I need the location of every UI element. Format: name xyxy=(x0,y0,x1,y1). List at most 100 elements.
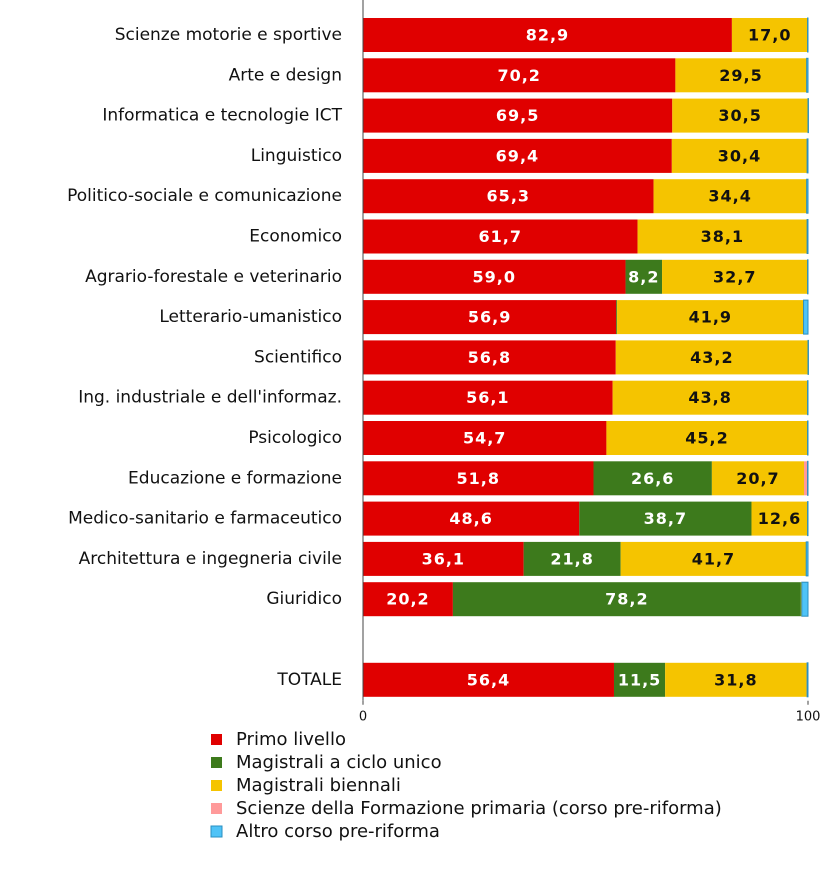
value-label: 12,6 xyxy=(758,509,801,528)
bar-segment xyxy=(751,501,808,536)
bar-segment xyxy=(363,219,638,254)
x-tick-label: 100 xyxy=(796,709,821,724)
bar-segment xyxy=(363,541,524,576)
value-label: 20,7 xyxy=(736,469,779,488)
legend-label: Primo livello xyxy=(236,729,346,750)
category-label: Agrario-forestale e veterinario xyxy=(85,267,342,287)
legend-label: Scienze della Formazione primaria (corso… xyxy=(236,798,722,819)
bar-segment xyxy=(675,58,807,93)
bar-segment xyxy=(363,501,580,536)
category-label: Informatica e tecnologie ICT xyxy=(102,106,342,126)
bar-segment xyxy=(612,380,808,415)
value-label: 56,8 xyxy=(468,348,511,367)
category-label: Scientifico xyxy=(254,347,342,367)
bar-segment xyxy=(803,461,808,496)
bar-segment xyxy=(363,582,453,617)
value-label: 20,2 xyxy=(386,590,429,609)
bar-segment xyxy=(806,178,809,214)
value-label: 43,8 xyxy=(688,388,731,407)
bar-segment xyxy=(617,300,804,335)
bar-segment xyxy=(606,421,808,455)
bar-segment xyxy=(363,138,672,173)
value-label: 41,9 xyxy=(689,308,732,327)
value-label: 61,7 xyxy=(479,227,522,246)
bar-segment xyxy=(363,179,654,214)
value-label: 69,5 xyxy=(496,106,539,125)
bar-segment xyxy=(637,219,808,254)
bar-segment xyxy=(711,461,804,496)
bar-segment xyxy=(625,259,663,294)
value-label: 54,7 xyxy=(463,429,506,448)
legend-swatch xyxy=(211,757,222,768)
legend-label: Magistrali a ciclo unico xyxy=(236,752,442,773)
legend-swatch xyxy=(210,825,223,838)
bar-segment xyxy=(806,662,809,698)
value-label: 30,4 xyxy=(718,146,761,165)
value-label: 56,4 xyxy=(467,670,510,689)
bar-segment xyxy=(363,340,616,375)
value-label: 56,1 xyxy=(466,388,509,407)
category-label: Giuridico xyxy=(266,589,342,609)
bar-segment xyxy=(803,299,809,335)
value-label: 82,9 xyxy=(526,26,569,45)
bar-segment xyxy=(363,421,607,455)
bar-segment xyxy=(616,300,618,335)
bar-segment xyxy=(671,138,808,173)
bar-segment xyxy=(613,662,666,697)
category-label: Psicologico xyxy=(248,428,342,448)
value-label: 26,6 xyxy=(631,469,674,488)
bar-segment xyxy=(672,98,808,133)
category-label: Medico-sanitario e farmaceutico xyxy=(68,509,342,529)
category-label: Ing. industriale e dell'informaz. xyxy=(78,388,342,408)
bar-segment xyxy=(615,340,808,375)
category-label: Arte e design xyxy=(229,65,342,85)
bar-segment xyxy=(363,380,613,415)
bar-segment xyxy=(363,18,732,52)
value-label: 29,5 xyxy=(719,66,762,85)
bar-segment xyxy=(801,581,809,617)
bar-segment xyxy=(452,582,801,617)
category-label: Scienze motorie e sportive xyxy=(115,25,342,45)
value-label: 70,2 xyxy=(497,66,540,85)
bar-segment xyxy=(523,541,621,576)
legend-swatch xyxy=(211,780,222,791)
legend-label: Altro corso pre-riforma xyxy=(236,821,440,842)
bar-segment xyxy=(363,259,626,294)
value-label: 34,4 xyxy=(708,187,751,206)
category-label: Educazione e formazione xyxy=(128,468,342,488)
value-label: 32,7 xyxy=(713,267,756,286)
value-label: 8,2 xyxy=(628,267,659,286)
category-label: Linguistico xyxy=(251,146,342,166)
value-label: 43,2 xyxy=(690,348,733,367)
value-label: 11,5 xyxy=(618,670,661,689)
category-label: Letterario-umanistico xyxy=(159,307,342,327)
value-label: 17,0 xyxy=(748,26,791,45)
bar-segment xyxy=(363,98,673,133)
legend-swatch xyxy=(211,803,222,814)
bar-segment xyxy=(806,138,809,174)
value-label: 51,8 xyxy=(457,469,500,488)
category-label: TOTALE xyxy=(276,670,342,690)
category-label: Economico xyxy=(249,227,342,247)
value-label: 56,9 xyxy=(468,308,511,327)
bar-segment xyxy=(662,259,808,294)
value-label: 48,6 xyxy=(449,509,492,528)
bar-segment xyxy=(806,219,809,254)
bar-segment xyxy=(363,662,614,697)
value-label: 30,5 xyxy=(718,106,761,125)
bar-segment xyxy=(363,461,594,496)
value-label: 59,0 xyxy=(473,267,516,286)
value-label: 21,8 xyxy=(550,549,593,568)
bar-segment xyxy=(363,300,617,335)
value-label: 69,4 xyxy=(496,146,539,165)
bar-segment xyxy=(579,501,752,536)
x-tick-label: 0 xyxy=(359,709,367,724)
bar-segment xyxy=(363,58,676,93)
value-label: 41,7 xyxy=(692,549,735,568)
value-label: 38,7 xyxy=(644,509,687,528)
legend-swatch xyxy=(211,734,222,745)
bar-segment xyxy=(731,18,808,52)
value-label: 38,1 xyxy=(701,227,744,246)
bar-segment xyxy=(665,662,807,697)
